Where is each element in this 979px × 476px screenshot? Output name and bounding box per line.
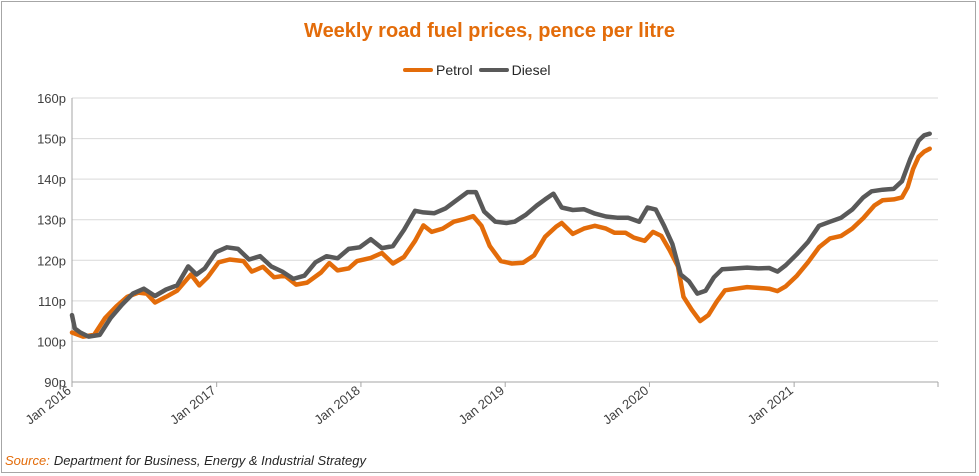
x-tick-label: Jan 2021 — [745, 383, 796, 428]
legend-label-petrol: Petrol — [436, 62, 473, 78]
legend-item-diesel: Diesel — [478, 62, 551, 78]
legend-item-petrol: Petrol — [403, 62, 473, 78]
legend-swatch-petrol — [403, 68, 433, 72]
source-text: Department for Business, Energy & Indust… — [53, 453, 366, 468]
y-tick-label: 160p — [37, 91, 66, 106]
y-tick-label: 130p — [37, 213, 66, 228]
y-tick-label: 140p — [37, 172, 66, 187]
chart-legend: Petrol Diesel — [403, 60, 556, 80]
legend-label-diesel: Diesel — [511, 62, 551, 78]
series-line-petrol — [69, 146, 932, 339]
y-tick-label: 110p — [38, 294, 66, 309]
y-tick-label: 90p — [44, 375, 66, 390]
y-tick-label: 100p — [37, 334, 66, 349]
legend-swatch-diesel — [478, 68, 509, 72]
chart-title: Weekly road fuel prices, pence per litre — [304, 20, 675, 42]
x-tick-label: Jan 2020 — [600, 383, 651, 428]
y-tick-label: 120p — [37, 253, 66, 268]
y-tick-label: 150p — [37, 132, 66, 147]
x-tick-label: Jan 2017 — [167, 383, 218, 428]
x-tick-label: Jan 2019 — [456, 383, 507, 428]
x-tick-label: Jan 2018 — [311, 383, 362, 428]
series-line-diesel — [69, 131, 932, 339]
source-note: Source: Department for Business, Energy &… — [5, 453, 366, 468]
source-label: Source: — [5, 453, 50, 468]
